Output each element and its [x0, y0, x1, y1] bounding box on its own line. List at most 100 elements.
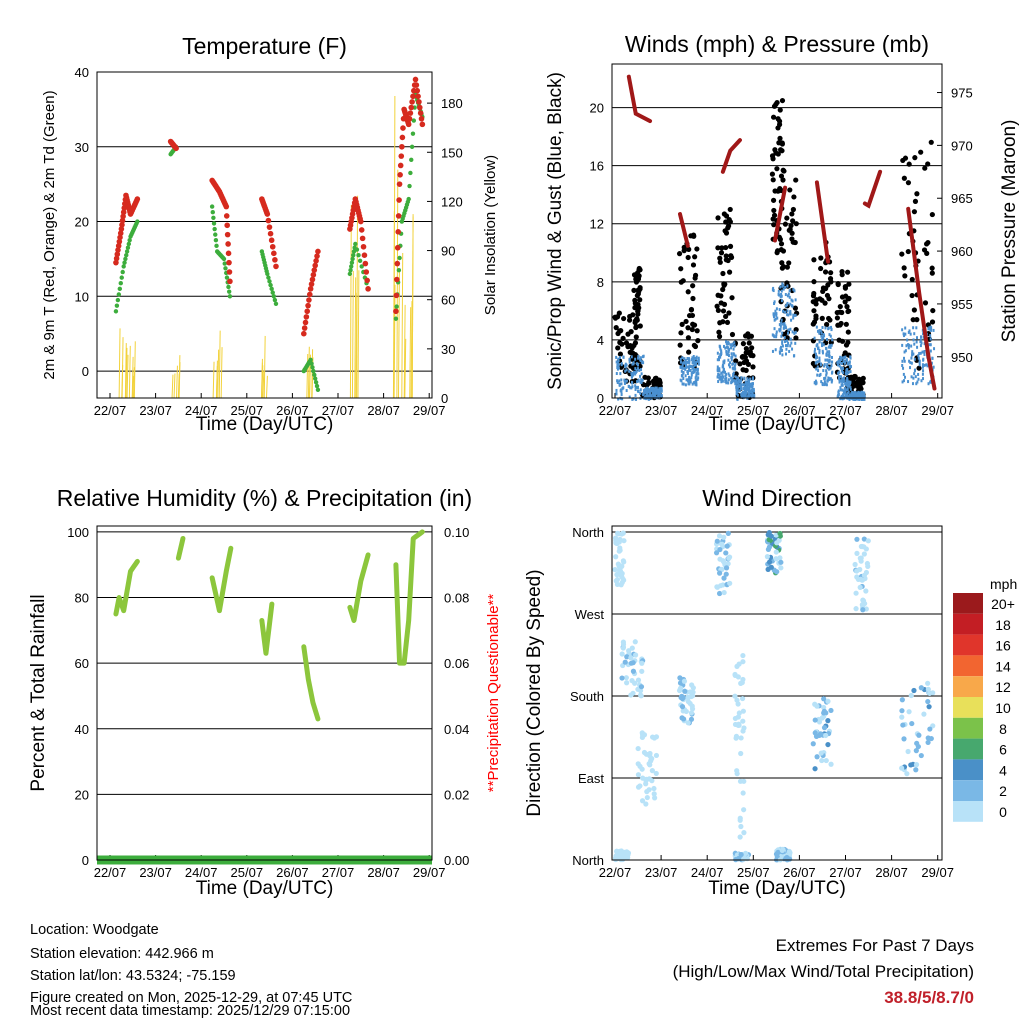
x-axis-label: Time (Day/UTC) — [708, 878, 846, 899]
wind-point — [684, 374, 687, 378]
wind-point — [908, 343, 911, 347]
gust-point — [630, 312, 636, 318]
gust-point — [747, 349, 753, 355]
gust-point — [741, 359, 747, 366]
wind-point — [628, 395, 631, 399]
wind-point — [912, 352, 915, 356]
wind-point — [722, 375, 725, 379]
gust-point — [910, 317, 916, 323]
direction-point — [740, 856, 747, 862]
solar-spike — [128, 345, 131, 399]
direction-point — [925, 698, 931, 705]
wind-point — [624, 369, 627, 373]
x-tick-label: 28/07 — [875, 865, 908, 880]
direction-point — [723, 550, 729, 556]
temperature-point — [362, 260, 369, 267]
gust-point — [901, 175, 907, 181]
wind-point — [773, 300, 776, 304]
solar-spike — [409, 307, 412, 399]
direction-point — [630, 660, 636, 666]
temperature-point — [309, 276, 316, 283]
wind-point — [687, 365, 690, 369]
wind-point — [922, 358, 925, 362]
gust-point — [930, 307, 936, 314]
temperature-point — [113, 255, 120, 262]
wind-point — [910, 361, 913, 365]
gust-point — [774, 166, 780, 172]
chart-title: Winds (mph) & Pressure (mb) — [625, 31, 929, 57]
direction-point — [823, 757, 829, 764]
solar-spike — [307, 346, 310, 399]
gust-point — [854, 380, 860, 386]
dewpoint-point — [350, 256, 355, 262]
wind-point — [741, 394, 744, 398]
plot-frame — [96, 525, 433, 861]
temperature-point — [223, 203, 230, 210]
x-tick-label: 26/07 — [276, 403, 309, 418]
direction-point — [905, 748, 911, 755]
direction-point — [635, 677, 642, 683]
gust-point — [637, 323, 643, 329]
direction-point — [734, 663, 740, 669]
gust-point — [686, 349, 692, 355]
wind-point — [927, 327, 930, 331]
temperature-point — [409, 99, 415, 105]
gust-point — [778, 173, 785, 179]
dewpoint-point — [411, 118, 417, 123]
wind-point — [903, 334, 906, 338]
wind-point — [641, 378, 644, 382]
gust-point — [686, 312, 693, 319]
dewpoint-point — [273, 301, 279, 306]
y2-tick-label: 0.00 — [444, 853, 469, 868]
wind-point — [814, 347, 817, 351]
dewpoint-point — [221, 256, 227, 262]
direction-point — [625, 855, 631, 861]
wind-point — [783, 336, 786, 340]
solar-spike — [121, 337, 124, 399]
gust-point — [677, 342, 683, 348]
temperature-point — [361, 252, 368, 258]
gust-point — [653, 375, 659, 381]
y-tick-label: 4 — [597, 333, 604, 348]
direction-point — [714, 584, 720, 590]
wind-point — [733, 379, 736, 383]
gust-point — [715, 245, 721, 251]
temperature-point — [301, 325, 308, 331]
plot-frame — [611, 525, 943, 861]
wind-point — [846, 378, 849, 382]
gust-point — [717, 255, 723, 261]
solar-spike — [132, 367, 135, 399]
gust-point — [905, 248, 911, 255]
direction-point — [927, 690, 933, 697]
gust-point — [786, 227, 792, 233]
gust-point — [822, 300, 828, 306]
wind-point — [855, 393, 858, 397]
direction-point — [613, 578, 619, 584]
gust-point — [813, 313, 819, 319]
wind-point — [637, 389, 640, 393]
wind-point — [913, 342, 916, 346]
wind-point — [838, 360, 841, 364]
gust-point — [685, 335, 692, 341]
dewpoint-point — [211, 221, 217, 226]
temperature-point — [119, 217, 126, 224]
direction-point — [819, 757, 825, 764]
wind-point — [919, 340, 922, 344]
direction-point — [628, 692, 634, 698]
dewpoint-point — [397, 255, 402, 261]
dewpoint-point — [271, 294, 277, 299]
gust-point — [778, 241, 785, 247]
gust-point — [789, 236, 795, 242]
wind-point — [837, 371, 840, 375]
wind-point — [849, 370, 852, 374]
wind-point — [695, 379, 698, 383]
direction-point — [637, 783, 643, 789]
wind-point — [923, 350, 926, 354]
wind-point — [905, 344, 908, 348]
y2-tick-label: 0.02 — [444, 787, 469, 802]
direction-point — [653, 770, 659, 777]
pressure-line — [814, 180, 830, 264]
wind-point — [929, 349, 932, 353]
wind-point — [659, 390, 662, 394]
temperature-point — [416, 99, 422, 105]
